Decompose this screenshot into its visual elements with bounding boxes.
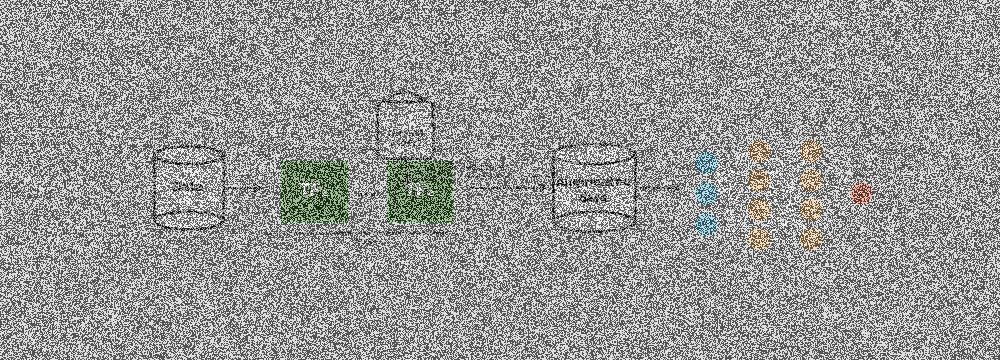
Circle shape xyxy=(748,170,769,191)
Circle shape xyxy=(696,152,717,173)
Text: Augmented: Augmented xyxy=(556,176,632,189)
Circle shape xyxy=(748,199,769,220)
Circle shape xyxy=(800,170,821,191)
Circle shape xyxy=(800,228,821,249)
Ellipse shape xyxy=(553,144,635,164)
Text: expert: expert xyxy=(390,138,421,148)
Text: Human: Human xyxy=(388,127,423,138)
Circle shape xyxy=(800,199,821,220)
Circle shape xyxy=(748,228,769,249)
Text: ...: ... xyxy=(356,182,377,200)
Text: TF₂: TF₂ xyxy=(404,182,434,200)
FancyBboxPatch shape xyxy=(553,154,635,222)
FancyBboxPatch shape xyxy=(154,155,223,221)
Text: TFᵢ sequences: TFᵢ sequences xyxy=(446,163,509,172)
Text: TF₁: TF₁ xyxy=(299,182,329,200)
Text: data: data xyxy=(579,192,609,205)
FancyBboxPatch shape xyxy=(388,162,451,220)
Text: Data: Data xyxy=(172,181,205,194)
Circle shape xyxy=(748,141,769,161)
FancyBboxPatch shape xyxy=(282,162,346,220)
Circle shape xyxy=(851,183,872,204)
Ellipse shape xyxy=(154,147,223,164)
Circle shape xyxy=(696,183,717,204)
Ellipse shape xyxy=(553,212,635,232)
Ellipse shape xyxy=(384,93,427,130)
FancyBboxPatch shape xyxy=(378,102,433,159)
Circle shape xyxy=(800,141,821,161)
Ellipse shape xyxy=(154,212,223,230)
Circle shape xyxy=(696,214,717,235)
Text: retrain: retrain xyxy=(353,237,381,246)
